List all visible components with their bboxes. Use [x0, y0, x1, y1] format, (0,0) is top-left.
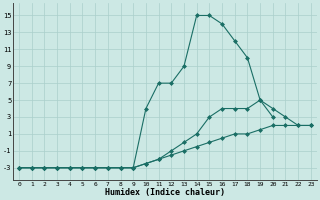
X-axis label: Humidex (Indice chaleur): Humidex (Indice chaleur): [105, 188, 225, 197]
